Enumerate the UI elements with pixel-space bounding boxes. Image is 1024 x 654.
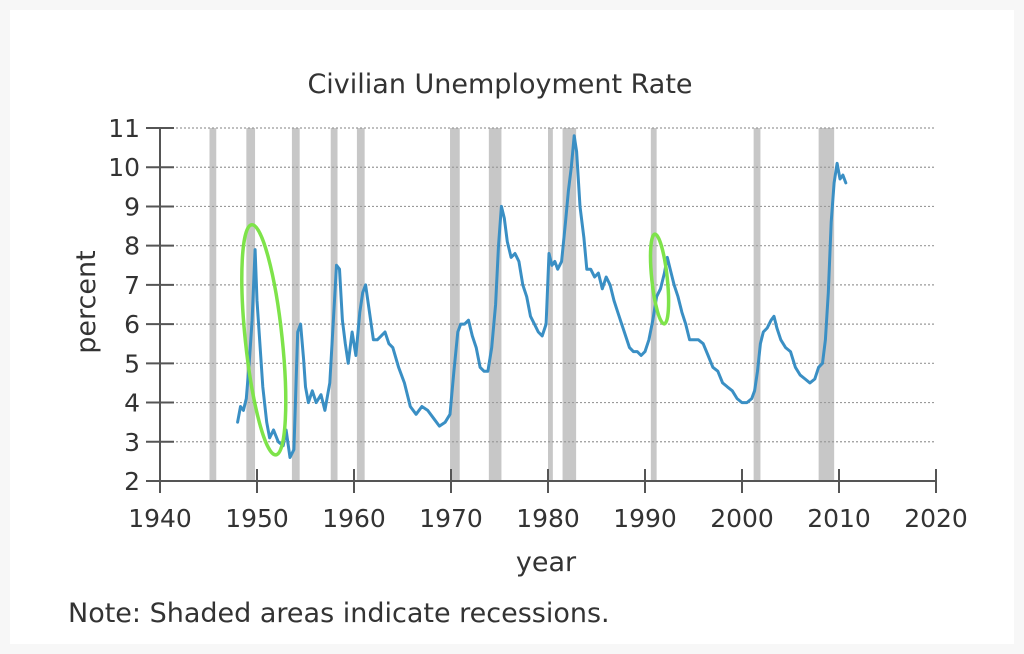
chart-title: Civilian Unemployment Rate	[307, 69, 692, 100]
y-tick-label-10: 10	[108, 153, 140, 182]
recession-band-8	[548, 128, 553, 481]
recession-note: Note: Shaded areas indicate recessions.	[68, 598, 610, 629]
y-ticks: 2 3 4 5 6 7 8 9 10 11	[108, 114, 174, 496]
x-tick-label-2010: 2010	[807, 504, 871, 533]
y-tick-label-2: 2	[124, 467, 140, 496]
y-tick-label-4: 4	[124, 389, 140, 418]
x-ticks: 1940 1950 1960 1970 1980 1990 2000 2010 2020	[128, 469, 968, 533]
y-tick-label-9: 9	[124, 192, 140, 221]
y-tick-label-3: 3	[124, 428, 140, 457]
x-tick-label-2000: 2000	[710, 504, 774, 533]
y-tick-label-5: 5	[124, 349, 140, 378]
recession-band-6	[450, 128, 460, 481]
series-line-1	[236, 134, 848, 459]
y-tick-label-8: 8	[124, 232, 140, 261]
x-tick-label-1960: 1960	[322, 504, 386, 533]
recession-band-2	[246, 128, 256, 481]
highlight-1949	[240, 222, 288, 457]
recession-band-1	[209, 128, 217, 481]
y-tick-label-11: 11	[108, 114, 140, 143]
x-tick-label-1940: 1940	[128, 504, 192, 533]
gridlines	[160, 127, 936, 443]
x-tick-label-1950: 1950	[225, 504, 289, 533]
recession-band-10	[650, 128, 657, 481]
x-tick-label-2020: 2020	[904, 504, 968, 533]
y-tick-label-6: 6	[124, 310, 140, 339]
figure-panel	[10, 10, 1014, 644]
x-tick-label-1980: 1980	[516, 504, 580, 533]
recession-bands	[209, 128, 835, 481]
y-axis-label: percent	[71, 250, 102, 353]
series	[236, 134, 848, 459]
x-tick-label-1990: 1990	[613, 504, 677, 533]
y-tick-label-7: 7	[124, 271, 140, 300]
highlight-1992	[648, 232, 671, 326]
highlight-annotations	[240, 222, 671, 457]
x-tick-label-1970: 1970	[419, 504, 483, 533]
recession-band-3	[291, 128, 300, 481]
x-axis-label: year	[516, 547, 577, 578]
recession-band-11	[753, 128, 761, 481]
